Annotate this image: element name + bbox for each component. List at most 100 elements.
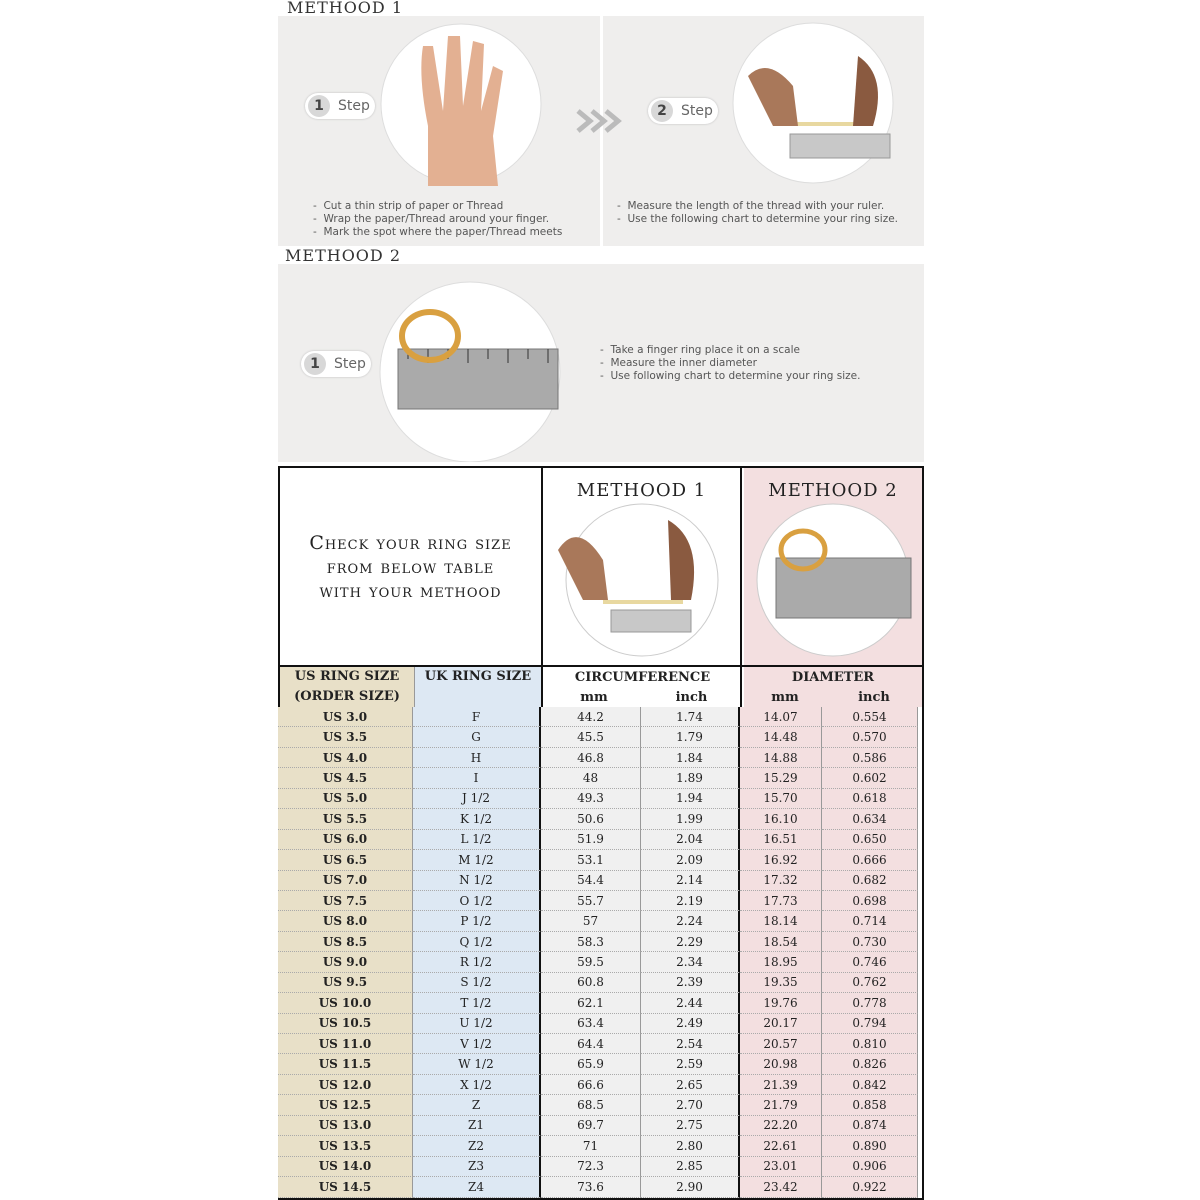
step-label: Step: [338, 98, 370, 114]
table-cell: US 4.0: [278, 747, 413, 769]
table-row: US 14.5 Z4 73.6 2.90 23.42 0.922: [278, 1177, 922, 1198]
table-cell: 53.1: [541, 850, 641, 871]
table-cell: Z: [413, 1095, 541, 1116]
table-cell: 59.5: [541, 952, 641, 973]
table-cell: 2.14: [641, 870, 740, 891]
table-row: US 12.5 Z 68.5 2.70 21.79 0.858: [278, 1095, 922, 1116]
table-cell: 2.85: [641, 1156, 740, 1178]
table-cell: W 1/2: [413, 1054, 541, 1075]
table-cell: Z4: [413, 1177, 541, 1198]
table-cell: US 7.0: [278, 870, 413, 891]
table-cell: 2.24: [641, 911, 740, 932]
step-badge: 2 Step: [648, 98, 718, 124]
table-cell: 55.7: [541, 890, 641, 912]
table-cell: 2.09: [641, 850, 740, 871]
text-line: - Measure the inner diameter: [600, 357, 757, 369]
table-cell: US 6.0: [278, 829, 413, 851]
table-cell: 20.98: [740, 1054, 822, 1075]
table-row: US 3.0 F 44.2 1.74 14.07 0.554: [278, 707, 922, 728]
table-cell: Q 1/2: [413, 931, 541, 953]
table-cell: 0.554: [822, 707, 918, 728]
table-cell: US 14.0: [278, 1156, 413, 1178]
table-cell: 0.874: [822, 1115, 918, 1137]
table-row: US 4.0 H 46.8 1.84 14.88 0.586: [278, 747, 922, 769]
table-cell: 1.89: [641, 768, 740, 789]
table-cell: 2.34: [641, 952, 740, 973]
table-cell: 19.35: [740, 972, 822, 994]
table-cell: 20.57: [740, 1034, 822, 1055]
table-cell: US 7.5: [278, 890, 413, 912]
step-number: 2: [651, 100, 673, 122]
table-row: US 7.5 O 1/2 55.7 2.19 17.73 0.698: [278, 890, 922, 912]
table-cell: 0.826: [822, 1054, 918, 1075]
table-row: US 5.0 J 1/2 49.3 1.94 15.70 0.618: [278, 788, 922, 810]
table-cell: 0.746: [822, 952, 918, 973]
table-row: US 5.5 K 1/2 50.6 1.99 16.10 0.634: [278, 809, 922, 830]
column-header: CIRCUMFERENCE: [545, 667, 742, 687]
step-badge: 1 Step: [305, 93, 375, 119]
table-cell: 22.61: [740, 1136, 822, 1157]
table-row: US 13.0 Z1 69.7 2.75 22.20 0.874: [278, 1115, 922, 1137]
text-line: - Take a finger ring place it on a scale: [600, 344, 800, 356]
table-cell: 2.29: [641, 931, 740, 953]
column-header: US RING SIZE (ORDER SIZE): [280, 667, 415, 707]
table-cell: 2.90: [641, 1177, 740, 1198]
table-cell: 15.29: [740, 768, 822, 789]
table-cell: T 1/2: [413, 993, 541, 1014]
table-cell: M 1/2: [413, 850, 541, 871]
method1-art: [380, 22, 894, 186]
instructions: - Cut a thin strip of paper or Thread - W…: [313, 200, 562, 239]
table-cell: 2.75: [641, 1115, 740, 1137]
table-cell: 58.3: [541, 931, 641, 953]
table-row: US 10.0 T 1/2 62.1 2.44 19.76 0.778: [278, 993, 922, 1014]
table-cell: US 3.5: [278, 727, 413, 748]
table-cell: 0.698: [822, 890, 918, 912]
table-cell: G: [413, 727, 541, 748]
table-row: US 8.0 P 1/2 57 2.24 18.14 0.714: [278, 911, 922, 932]
table-cell: 0.634: [822, 809, 918, 830]
instructions: - Measure the length of the thread with …: [617, 200, 898, 226]
table-cell: 0.890: [822, 1136, 918, 1157]
rule: [280, 665, 922, 667]
table-row: US 11.5 W 1/2 65.9 2.59 20.98 0.826: [278, 1054, 922, 1075]
text-line: - Wrap the paper/Thread around your fing…: [313, 213, 550, 225]
text-line: - Use the following chart to determine y…: [617, 213, 899, 225]
table-cell: 18.14: [740, 911, 822, 932]
table-cell: US 3.0: [278, 707, 413, 728]
table-cell: 48: [541, 768, 641, 789]
table-cell: US 11.5: [278, 1054, 413, 1075]
table-cell: 64.4: [541, 1034, 641, 1055]
table-cell: US 4.5: [278, 768, 413, 789]
table-cell: 46.8: [541, 747, 641, 769]
column-header: DIAMETER: [744, 667, 922, 687]
table-cell: 1.79: [641, 727, 740, 748]
table-row: US 3.5 G 45.5 1.79 14.48 0.570: [278, 727, 922, 748]
table-cell: 21.79: [740, 1095, 822, 1116]
table-cell: L 1/2: [413, 829, 541, 851]
table-cell: I: [413, 768, 541, 789]
unit-header: mm: [580, 689, 608, 705]
table-cell: 0.570: [822, 727, 918, 748]
table-row: US 4.5 I 48 1.89 15.29 0.602: [278, 768, 922, 789]
text-line: from below table: [326, 555, 495, 578]
table-cell: US 14.5: [278, 1177, 413, 1198]
table-cell: N 1/2: [413, 870, 541, 891]
table-cell: 0.762: [822, 972, 918, 994]
table-row: US 10.5 U 1/2 63.4 2.49 20.17 0.794: [278, 1013, 922, 1034]
table-cell: 60.8: [541, 972, 641, 994]
table-cell: P 1/2: [413, 911, 541, 932]
text-line: with your methood: [319, 579, 502, 602]
step-badge: 1 Step: [301, 351, 371, 377]
table-cell: Z1: [413, 1115, 541, 1137]
table-cell: U 1/2: [413, 1013, 541, 1034]
table-cell: 14.07: [740, 707, 822, 728]
method-title: METHOOD 2: [285, 246, 402, 265]
table-cell: 15.70: [740, 788, 822, 810]
table-cell: 2.59: [641, 1054, 740, 1075]
table-cell: 16.92: [740, 850, 822, 871]
table-cell: 22.20: [740, 1115, 822, 1137]
table-cell: US 13.5: [278, 1136, 413, 1157]
table-cell: US 8.5: [278, 931, 413, 953]
table-cell: 65.9: [541, 1054, 641, 1075]
